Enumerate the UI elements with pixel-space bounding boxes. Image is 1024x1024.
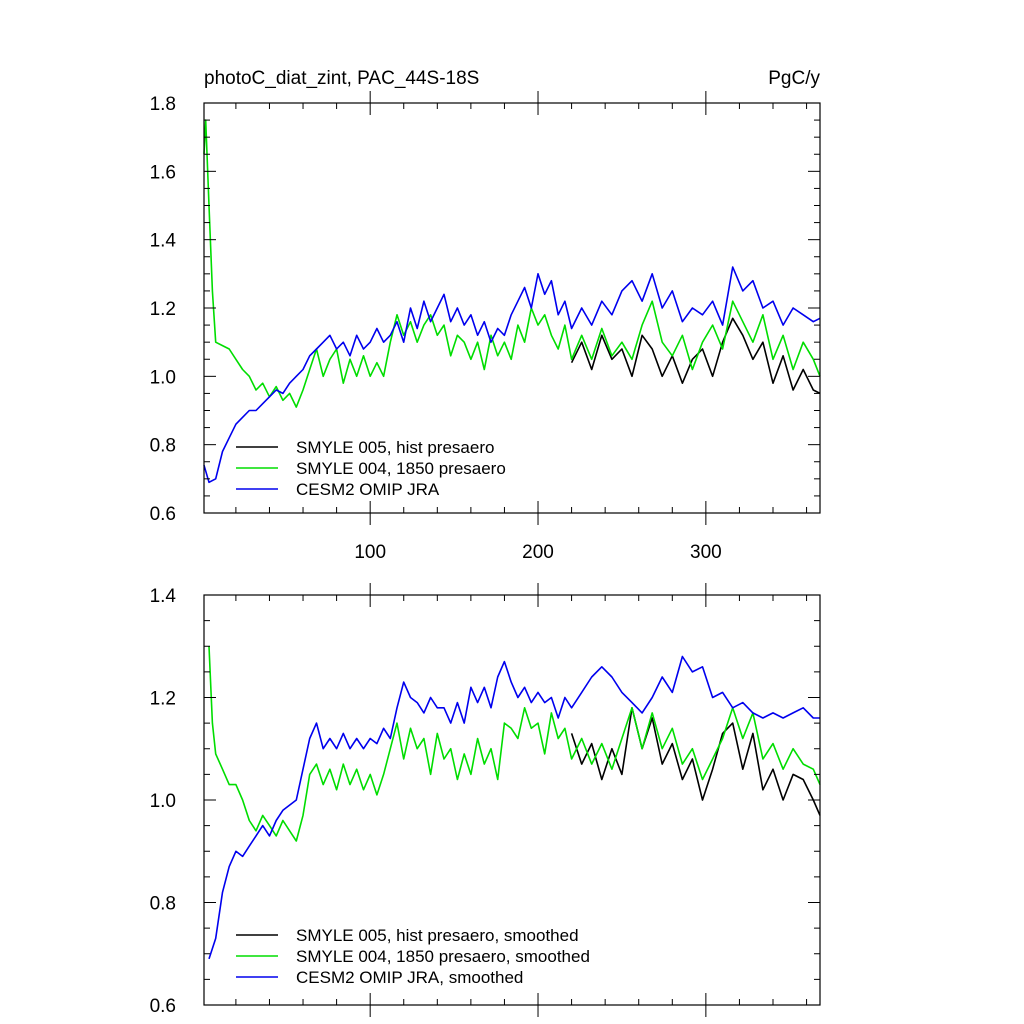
x-tick-label: 100 — [354, 542, 386, 563]
y-tick-label: 1.4 — [150, 231, 177, 252]
x-tick-label: 200 — [522, 542, 554, 563]
series-line-0 — [570, 317, 821, 395]
top-panel: photoC_diat_zint, PAC_44S-18S PgC/y 0.6 0… — [150, 68, 821, 563]
legend-label-2: CESM2 OMIP JRA, smoothed — [296, 968, 523, 987]
series-line-1 — [203, 119, 821, 408]
y-tick-label: 1.8 — [150, 94, 176, 115]
legend-label-1: SMYLE 004, 1850 presaero, smoothed — [296, 947, 590, 966]
y-tick-label: 1.0 — [150, 791, 176, 812]
y-tick-label: 0.6 — [150, 504, 176, 525]
y-tick-label: 0.6 — [150, 996, 176, 1017]
bottom-panel: 0.6 0.8 1.0 1.2 1.4 SMYLE 005, hist presaero… — [150, 583, 821, 1017]
series-line-1 — [208, 646, 821, 842]
legend-label-0: SMYLE 005, hist presaero — [296, 438, 494, 457]
y-tick-label: 1.2 — [150, 299, 176, 320]
y-tick-label: 0.8 — [150, 894, 176, 915]
units-label: PgC/y — [768, 68, 820, 89]
y-tick-label: 1.4 — [150, 586, 177, 607]
y-tick-label: 1.2 — [150, 689, 176, 710]
legend-bottom: SMYLE 005, hist presaero, smoothed SMYLE … — [236, 926, 590, 987]
y-tick-label: 0.8 — [150, 436, 176, 457]
legend-top: SMYLE 005, hist presaero SMYLE 004, 1850 … — [236, 438, 506, 499]
chart-title: photoC_diat_zint, PAC_44S-18S — [204, 68, 479, 89]
series-line-0 — [570, 706, 821, 816]
series-line-2 — [203, 266, 821, 484]
series-line-2 — [208, 655, 820, 960]
legend-label-0: SMYLE 005, hist presaero, smoothed — [296, 926, 579, 945]
y-tick-label: 1.0 — [150, 367, 176, 388]
x-tick-label: 300 — [690, 542, 722, 563]
legend-label-1: SMYLE 004, 1850 presaero — [296, 459, 506, 478]
y-tick-label: 1.6 — [150, 162, 176, 183]
legend-label-2: CESM2 OMIP JRA — [296, 480, 440, 499]
